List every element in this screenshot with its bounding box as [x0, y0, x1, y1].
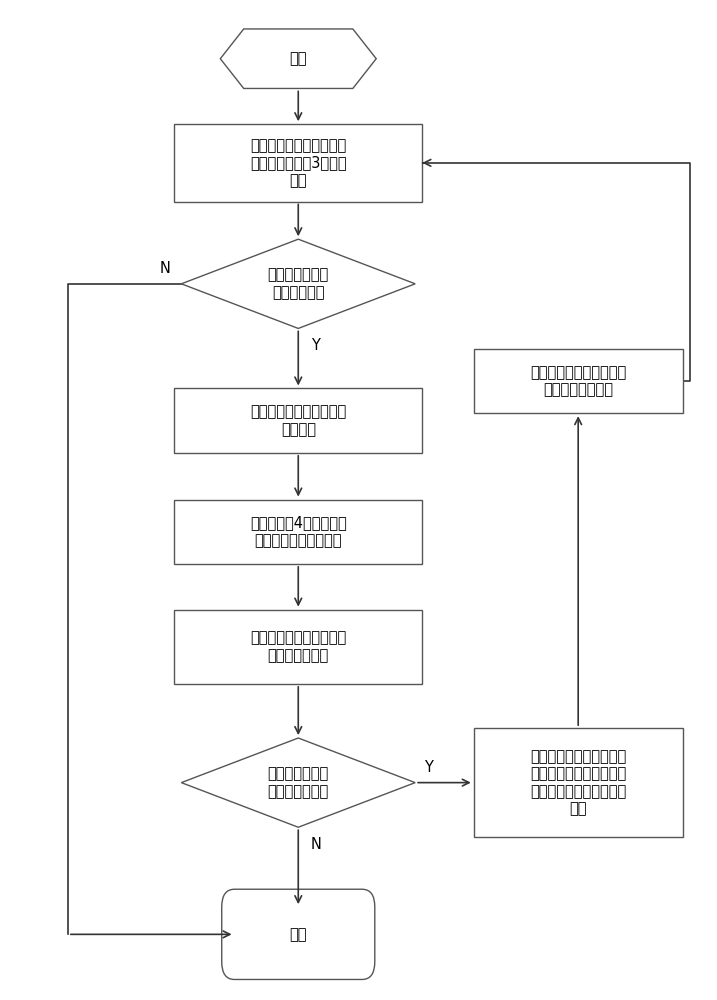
Text: 准备: 准备: [290, 51, 307, 66]
FancyBboxPatch shape: [474, 349, 683, 413]
Text: 更新初始种子点为当前所
找到的最优连线点: 更新初始种子点为当前所 找到的最优连线点: [530, 365, 627, 397]
Text: 邻域内是否存在
地震波曲线点: 邻域内是否存在 地震波曲线点: [267, 268, 329, 300]
Polygon shape: [220, 29, 376, 88]
Text: 结束: 结束: [290, 927, 307, 942]
Text: Y: Y: [311, 338, 320, 353]
Text: N: N: [311, 837, 322, 852]
FancyBboxPatch shape: [174, 500, 422, 564]
Text: 利用公式（4）计算每个
候选种子点的代价函数: 利用公式（4）计算每个 候选种子点的代价函数: [250, 516, 346, 548]
Text: N: N: [160, 261, 171, 276]
Text: 标记搜索到的曲线点为候
选种子点: 标记搜索到的曲线点为候 选种子点: [250, 404, 346, 437]
FancyBboxPatch shape: [174, 124, 422, 202]
Text: 设定阈値删除代价函数大
于阈値的候选点: 设定阈値删除代价函数大 于阈値的候选点: [250, 631, 346, 663]
Polygon shape: [181, 239, 415, 328]
Text: Y: Y: [424, 760, 432, 775]
Text: 取当前候选点中代价函数
最小的点作为连线的最优
点，并将其与初始种子点
连线: 取当前候选点中代价函数 最小的点作为连线的最优 点，并将其与初始种子点 连线: [530, 749, 627, 816]
FancyBboxPatch shape: [474, 728, 683, 837]
FancyBboxPatch shape: [174, 610, 422, 684]
Polygon shape: [181, 738, 415, 827]
FancyBboxPatch shape: [222, 889, 375, 979]
FancyBboxPatch shape: [174, 388, 422, 453]
Text: 当前候选曲线点
个数是否大于零: 当前候选曲线点 个数是否大于零: [267, 766, 329, 799]
Text: 沿当前地震波曲线方向搜
索初始种子点的3个邻域
像素: 沿当前地震波曲线方向搜 索初始种子点的3个邻域 像素: [250, 138, 346, 188]
